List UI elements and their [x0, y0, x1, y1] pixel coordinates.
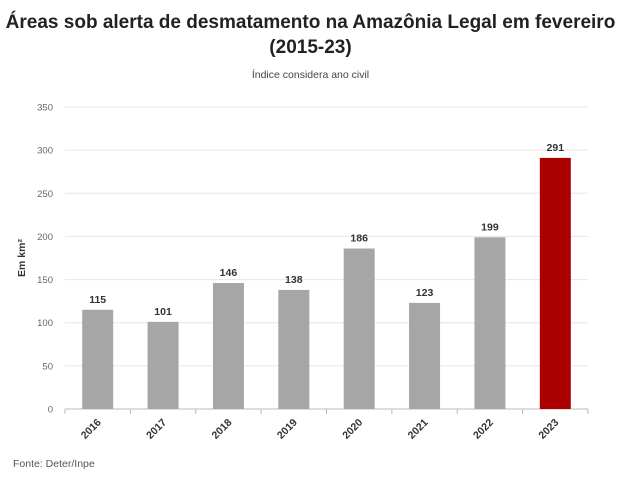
- data-label: 199: [481, 221, 499, 233]
- y-tick-label: 100: [37, 318, 53, 329]
- x-tick-label: 2021: [406, 417, 431, 442]
- x-tick-label: 2017: [144, 417, 169, 442]
- y-tick-label: 150: [37, 275, 53, 286]
- data-label: 123: [416, 287, 434, 299]
- y-tick-label: 300: [37, 146, 53, 157]
- x-tick-label: 2022: [471, 417, 496, 442]
- bar: [474, 237, 506, 409]
- data-label: 138: [285, 274, 303, 286]
- y-tick-label: 350: [37, 103, 53, 114]
- chart-title: Áreas sob alerta de desmatamento na Amaz…: [5, 12, 616, 58]
- bar: [343, 248, 375, 409]
- x-tick-label: 2016: [79, 417, 104, 442]
- chart-subtitle: Índice considera ano civil: [251, 69, 370, 81]
- data-label: 115: [89, 294, 106, 306]
- data-label: 146: [220, 267, 238, 279]
- source-note: Fonte: Deter/Inpe: [13, 458, 95, 470]
- bar: [409, 302, 441, 409]
- bar: [212, 283, 244, 409]
- x-tick-label: 2019: [275, 417, 300, 442]
- x-tick-label: 2023: [536, 417, 561, 442]
- bar: [147, 321, 179, 409]
- bar: [278, 289, 310, 409]
- data-label: 101: [154, 306, 172, 318]
- bar: [539, 157, 571, 409]
- x-tick-label: 2020: [340, 417, 365, 442]
- bar: [82, 309, 114, 409]
- y-tick-label: 200: [37, 232, 53, 243]
- y-tick-label: 0: [48, 405, 53, 416]
- data-label: 186: [350, 233, 368, 245]
- data-label: 291: [547, 142, 565, 154]
- x-tick-label: 2018: [210, 417, 235, 442]
- y-tick-label: 50: [42, 361, 53, 372]
- y-tick-label: 250: [37, 189, 53, 200]
